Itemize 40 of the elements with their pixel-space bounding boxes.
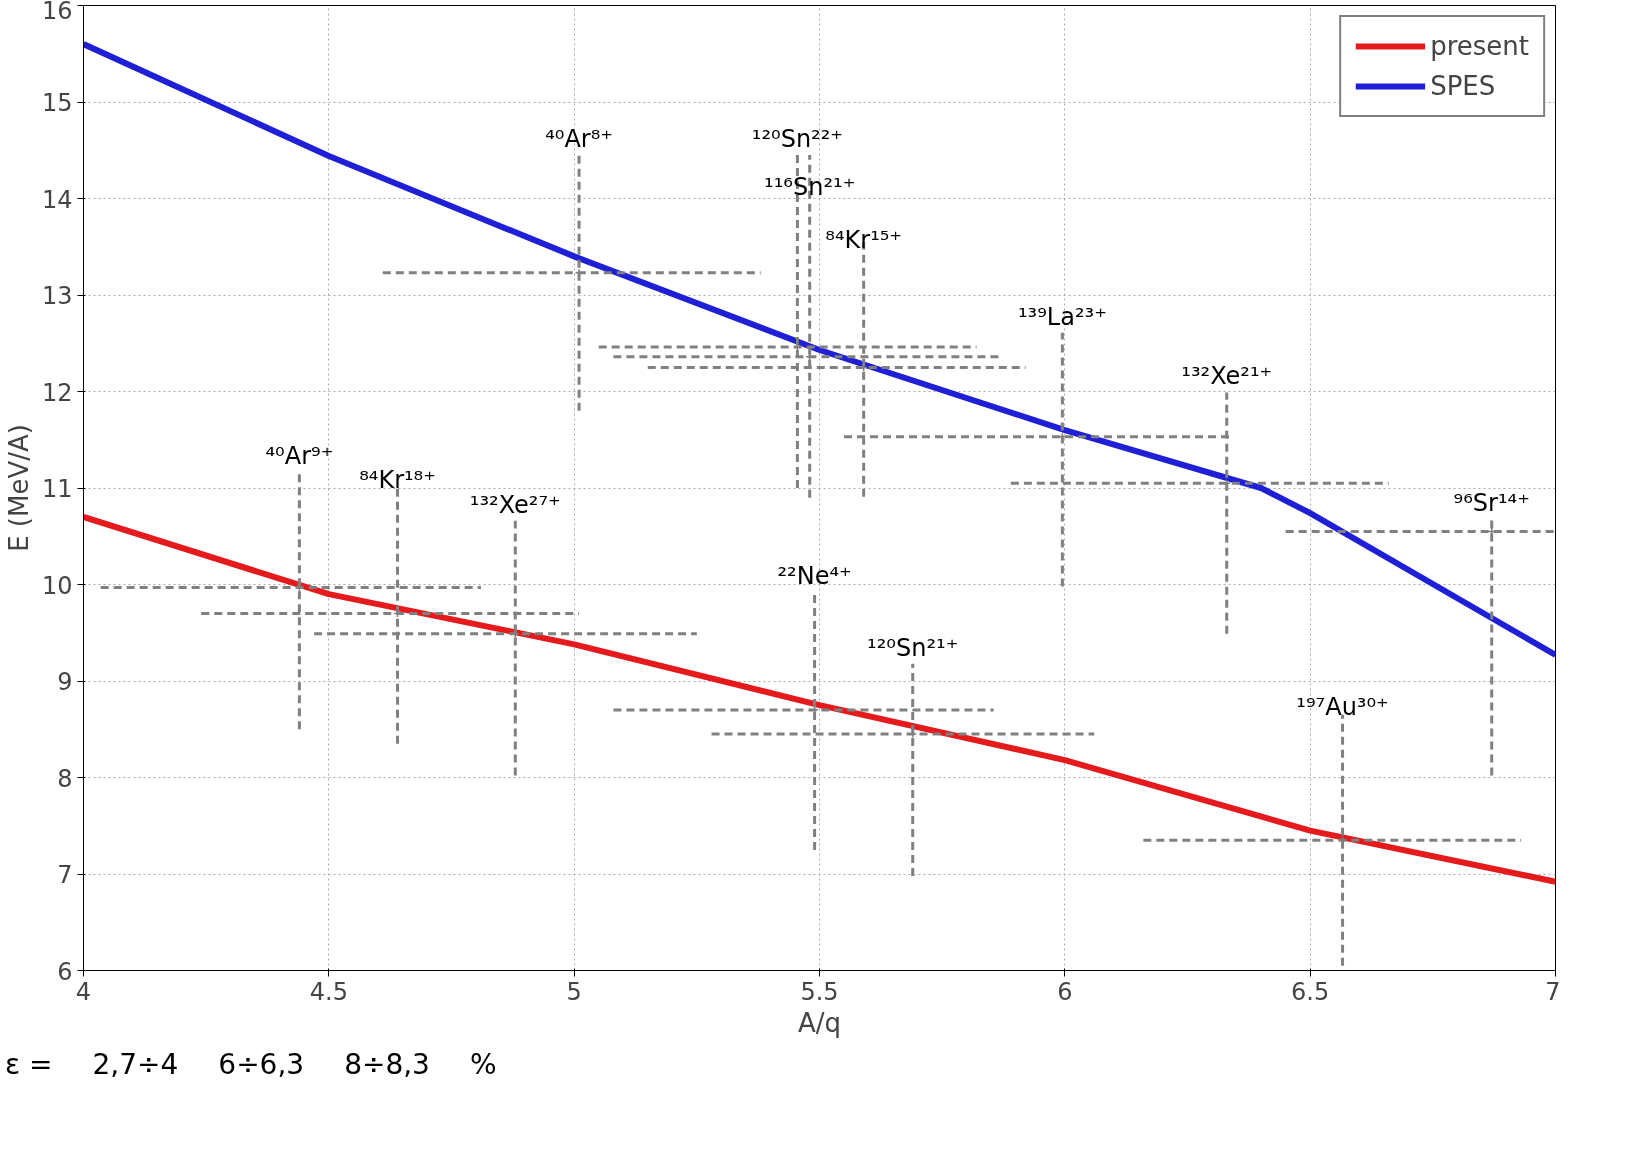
annotation: ⁹⁶Sr¹⁴⁺ [1453, 488, 1530, 517]
annotation: ⁸⁴Kr¹⁸⁺ [359, 465, 436, 494]
y-tick-label: 14 [41, 185, 73, 214]
annotation: ¹³⁹La²³⁺ [1017, 302, 1107, 331]
legend-label: SPES [1430, 71, 1496, 101]
y-tick-label: 9 [57, 668, 73, 696]
annotation: ¹¹⁶Sn²¹⁺ [764, 173, 856, 202]
x-tick-label: 4.5 [309, 977, 348, 1006]
x-tick-label: 6.5 [1291, 977, 1330, 1006]
y-tick-label: 8 [57, 764, 73, 793]
annotation: ⁴⁰Ar⁸⁺ [545, 125, 613, 154]
annotation: ²²Ne⁴⁺ [777, 562, 852, 591]
x-tick-label: 7 [1545, 977, 1561, 1006]
annotation: ¹³²Xe²⁷⁺ [469, 490, 561, 519]
text: % [469, 1048, 497, 1081]
annotation: ¹⁹⁷Au³⁰⁺ [1296, 693, 1389, 722]
y-tick-label: 11 [41, 475, 73, 503]
legend-label: present [1430, 31, 1529, 61]
text: 8÷8,3 [344, 1048, 430, 1081]
text: ε = [5, 1048, 53, 1081]
annotation: ⁴⁰Ar⁹⁺ [265, 441, 334, 470]
y-tick-label: 16 [41, 0, 73, 25]
y-axis-title: E (MeV/A) [3, 424, 34, 552]
x-tick-label: 5 [566, 977, 582, 1006]
x-tick-label: 4 [75, 977, 92, 1006]
y-tick-label: 12 [41, 378, 73, 407]
y-tick-label: 10 [41, 571, 73, 600]
text: 6÷6,3 [218, 1048, 305, 1081]
x-axis-title: A/q [797, 1007, 842, 1038]
y-tick-label: 6 [57, 957, 73, 986]
annotation: ¹²⁰Sn²¹⁺ [867, 633, 959, 662]
text: 2,7÷4 [92, 1048, 179, 1081]
x-tick-label: 5.5 [800, 977, 839, 1006]
annotation: ¹³²Xe²¹⁺ [1181, 362, 1273, 391]
annotation: ⁸⁴Kr¹⁵⁺ [825, 226, 903, 255]
y-tick-label: 7 [57, 861, 73, 889]
annotation: ¹²⁰Sn²²⁺ [751, 125, 844, 154]
y-tick-label: 13 [41, 282, 73, 310]
y-tick-label: 15 [41, 89, 73, 117]
x-tick-label: 6 [1057, 977, 1073, 1006]
